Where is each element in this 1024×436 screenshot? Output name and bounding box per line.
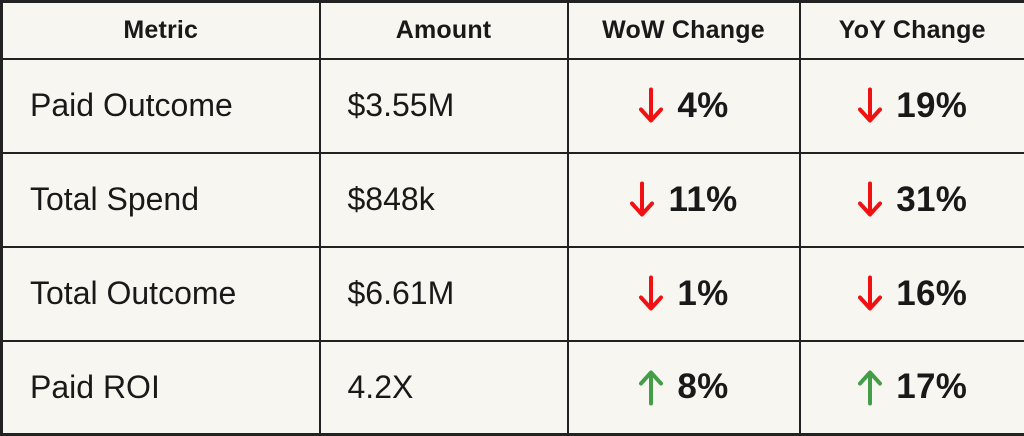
trend-arrow-icon	[629, 181, 655, 218]
amount-cell: $848k	[318, 151, 569, 248]
metric-cell: Paid Outcome	[0, 57, 321, 154]
change-wrap: 19%	[801, 86, 1024, 126]
header-row: Metric Amount WoW Change YoY Change	[0, 0, 1024, 60]
wow-change-cell: 4%	[566, 57, 801, 154]
amount-cell: 4.2X	[318, 339, 569, 436]
change-wrap: 4%	[569, 86, 799, 126]
change-wrap: 11%	[569, 180, 799, 220]
change-value: 17%	[896, 367, 968, 407]
change-value: 11%	[668, 179, 738, 219]
change-value: 31%	[896, 179, 968, 219]
wow-change-cell: 8%	[566, 339, 801, 436]
yoy-change-cell: 19%	[798, 57, 1024, 154]
amount-cell: $3.55M	[318, 57, 569, 154]
table-body: Paid Outcome $3.55M 4% 19%	[0, 57, 1024, 436]
change-wrap: 31%	[801, 180, 1024, 220]
change-value: 8%	[677, 367, 729, 407]
trend-arrow-icon	[857, 275, 883, 312]
trend-arrow-icon	[857, 181, 883, 218]
change-value: 4%	[677, 85, 729, 125]
column-header-yoy-change: YoY Change	[798, 0, 1024, 60]
table-row: Total Spend $848k 11% 31%	[0, 151, 1024, 248]
trend-arrow-icon	[857, 87, 883, 124]
change-value: 19%	[896, 85, 968, 125]
trend-arrow-icon	[857, 369, 883, 406]
metric-cell: Total Outcome	[0, 245, 321, 342]
wow-change-cell: 11%	[566, 151, 801, 248]
column-header-wow-change: WoW Change	[566, 0, 801, 60]
trend-arrow-icon	[638, 369, 664, 406]
change-wrap: 8%	[569, 367, 799, 407]
yoy-change-cell: 31%	[798, 151, 1024, 248]
wow-change-cell: 1%	[566, 245, 801, 342]
metric-cell: Paid ROI	[0, 339, 321, 436]
yoy-change-cell: 17%	[798, 339, 1024, 436]
change-value: 1%	[677, 273, 729, 313]
yoy-change-cell: 16%	[798, 245, 1024, 342]
change-wrap: 1%	[569, 274, 799, 314]
change-wrap: 16%	[801, 274, 1024, 314]
column-header-metric: Metric	[0, 0, 321, 60]
change-wrap: 17%	[801, 367, 1024, 407]
amount-cell: $6.61M	[318, 245, 569, 342]
table-row: Paid ROI 4.2X 8% 17%	[0, 339, 1024, 436]
column-header-amount: Amount	[318, 0, 569, 60]
table-row: Total Outcome $6.61M 1% 16%	[0, 245, 1024, 342]
table-header: Metric Amount WoW Change YoY Change	[0, 0, 1024, 60]
trend-arrow-icon	[638, 275, 664, 312]
table-row: Paid Outcome $3.55M 4% 19%	[0, 57, 1024, 154]
change-value: 16%	[896, 273, 968, 313]
metric-cell: Total Spend	[0, 151, 321, 248]
trend-arrow-icon	[638, 87, 664, 124]
